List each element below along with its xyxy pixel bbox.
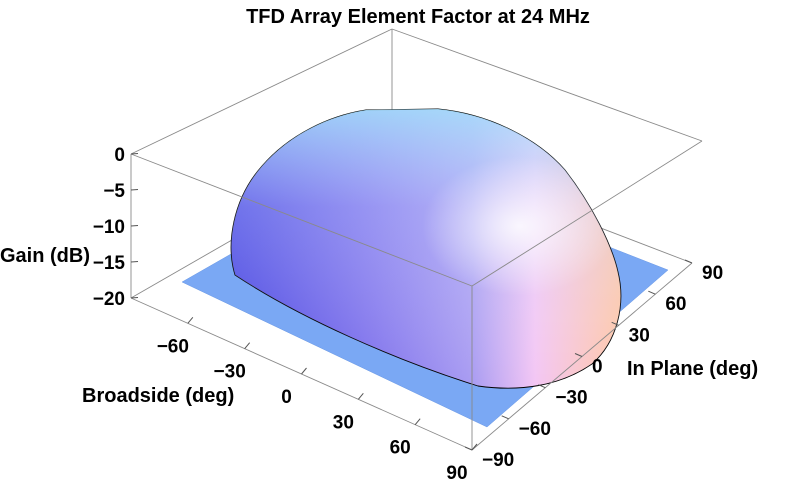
- y-axis-ticks: −90−60−300 30 60 90: [464, 259, 723, 471]
- x-tick-mark: [187, 317, 194, 324]
- x-axis-title: Broadside (deg): [82, 385, 234, 407]
- x-tick-label: 90: [446, 463, 467, 482]
- gain-surface: [230, 108, 622, 389]
- z-tick-label: 0: [114, 145, 125, 166]
- z-tick-label: −5: [103, 181, 125, 202]
- x-tick-label: 30: [333, 412, 354, 433]
- y-tick-mark: [684, 259, 693, 264]
- z-tick-mark: [130, 297, 139, 299]
- z-tick-label: −20: [93, 289, 125, 310]
- x-tick-mark: [357, 393, 364, 400]
- chart-title: TFD Array Element Factor at 24 MHz: [246, 6, 590, 28]
- x-tick-label: −60: [157, 336, 189, 357]
- y-tick-label: −30: [555, 388, 587, 409]
- x-tick-label: −30: [214, 362, 246, 383]
- x-tick-mark: [471, 443, 478, 451]
- x-tick-mark: [244, 342, 251, 349]
- y-tick-mark: [464, 446, 473, 451]
- z-axis-ticks: 0 −5 −10 −15 −20: [93, 145, 139, 310]
- z-tick-label: −10: [93, 217, 125, 238]
- y-tick-label: 60: [665, 294, 686, 315]
- x-tick-label: 60: [390, 438, 411, 459]
- y-tick-label: 0: [592, 357, 603, 378]
- x-tick-mark: [301, 367, 307, 375]
- y-tick-mark: [611, 321, 619, 326]
- y-tick-label: 90: [702, 263, 723, 284]
- y-tick-mark: [648, 290, 656, 295]
- z-tick-mark: [130, 225, 139, 227]
- z-tick-mark: [130, 261, 139, 263]
- z-axis-title: Gain (dB): [0, 245, 90, 267]
- z-tick-label: −15: [93, 253, 126, 274]
- x-axis-ticks: −60 −30 0 30 60 90: [157, 317, 478, 482]
- y-tick-label: −60: [519, 419, 551, 440]
- y-tick-mark: [574, 353, 583, 357]
- z-tick-mark: [130, 189, 139, 191]
- y-tick-label: 30: [629, 325, 650, 346]
- x-tick-mark: [414, 418, 421, 425]
- y-tick-label: −90: [482, 450, 514, 471]
- y-axis-title: In Plane (deg): [627, 358, 758, 380]
- y-tick-mark: [538, 384, 546, 389]
- y-tick-mark: [501, 415, 509, 420]
- x-tick-label: 0: [281, 387, 292, 408]
- z-tick-mark: [130, 153, 139, 155]
